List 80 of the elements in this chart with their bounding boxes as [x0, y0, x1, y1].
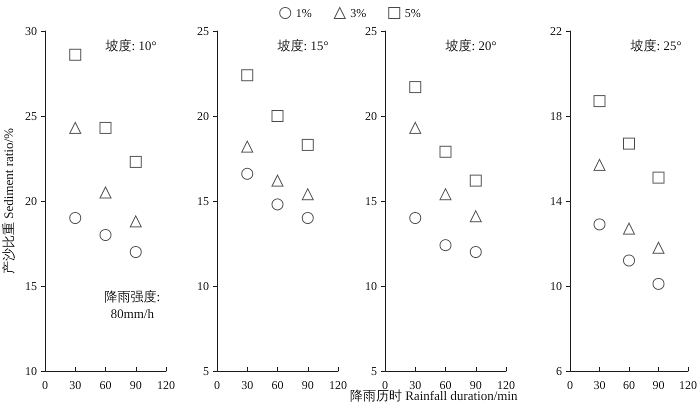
point: [652, 172, 664, 184]
point: [302, 212, 314, 224]
point: [652, 278, 664, 290]
x-tick-label: 60: [272, 378, 284, 392]
y-tick-label: 22: [550, 24, 562, 38]
y-tick-label: 10: [550, 279, 562, 293]
x-tick-label: 60: [623, 378, 635, 392]
x-tick-label: 0: [214, 378, 220, 392]
point: [440, 146, 452, 158]
point: [272, 174, 284, 187]
point: [100, 186, 112, 198]
point: [409, 81, 422, 94]
point: [272, 110, 284, 122]
y-tick-label: 10: [197, 279, 209, 293]
legend-label: 1%: [296, 6, 312, 20]
text: 坡度: 20°: [444, 38, 497, 53]
y-tick-label: 5: [203, 364, 209, 378]
y-tick-label: 25: [197, 24, 209, 38]
text: 坡度: 25°: [630, 38, 682, 53]
y-tick-label: 15: [25, 279, 37, 293]
point: [302, 138, 314, 151]
y-tick-label: 30: [25, 24, 37, 38]
y-tick-label: 10: [365, 279, 377, 293]
x-tick-label: 90: [130, 378, 142, 392]
point: [100, 229, 112, 241]
y-axis-title: 产沙比重 Sediment ratio/%: [1, 128, 16, 274]
y-tick-label: 18: [550, 109, 562, 123]
x-tick-label: 90: [302, 378, 314, 392]
point: [623, 222, 635, 235]
x-tick-label: 120: [329, 378, 347, 392]
annotation: 降雨强度: 80mm/h: [104, 289, 160, 321]
point: [470, 210, 482, 222]
y-tick-label: 25: [365, 24, 377, 38]
y-tick-label: 20: [365, 109, 377, 123]
point: [594, 218, 606, 230]
point: [623, 138, 635, 150]
x-tick-label: 30: [69, 378, 82, 392]
y-tick-label: 15: [365, 194, 377, 208]
point: [69, 212, 82, 224]
y-tick-label: 10: [25, 364, 37, 378]
point: [470, 174, 482, 187]
x-tick-label: 120: [679, 378, 697, 392]
x-tick-label: 120: [157, 378, 175, 392]
point: [302, 188, 314, 200]
y-tick-label: 20: [25, 194, 37, 208]
point: [100, 122, 112, 134]
legend-label: 3%: [350, 6, 366, 20]
y-tick-label: 20: [197, 109, 209, 123]
point: [241, 140, 254, 153]
point: [594, 95, 606, 108]
point: [130, 246, 142, 258]
point: [69, 48, 82, 61]
x-tick-label: 30: [594, 378, 606, 392]
y-tick-label: 6: [556, 364, 562, 378]
point: [409, 212, 422, 224]
point: [652, 242, 664, 254]
point: [470, 246, 482, 258]
point: [440, 239, 452, 252]
text: 坡度: 10°: [104, 38, 157, 53]
y-tick-label: 14: [550, 194, 562, 208]
x-tick-label: 0: [567, 378, 573, 392]
point: [69, 122, 82, 134]
y-tick-label: 5: [371, 364, 377, 378]
point: [130, 156, 142, 168]
point: [623, 254, 635, 266]
y-tick-label: 25: [25, 109, 37, 123]
point: [409, 122, 422, 134]
point: [440, 188, 452, 200]
text: 坡度: 15°: [276, 38, 329, 53]
point: [130, 215, 142, 228]
point: [241, 168, 254, 180]
x-tick-label: 60: [100, 378, 112, 392]
legend-label: 5%: [404, 6, 421, 20]
x-tick-label: 30: [241, 378, 254, 392]
y-tick-label: 15: [197, 194, 209, 208]
x-tick-label: 0: [42, 378, 48, 392]
point: [241, 69, 254, 82]
x-tick-label: 90: [652, 378, 664, 392]
point: [272, 198, 284, 210]
point: [594, 158, 606, 171]
